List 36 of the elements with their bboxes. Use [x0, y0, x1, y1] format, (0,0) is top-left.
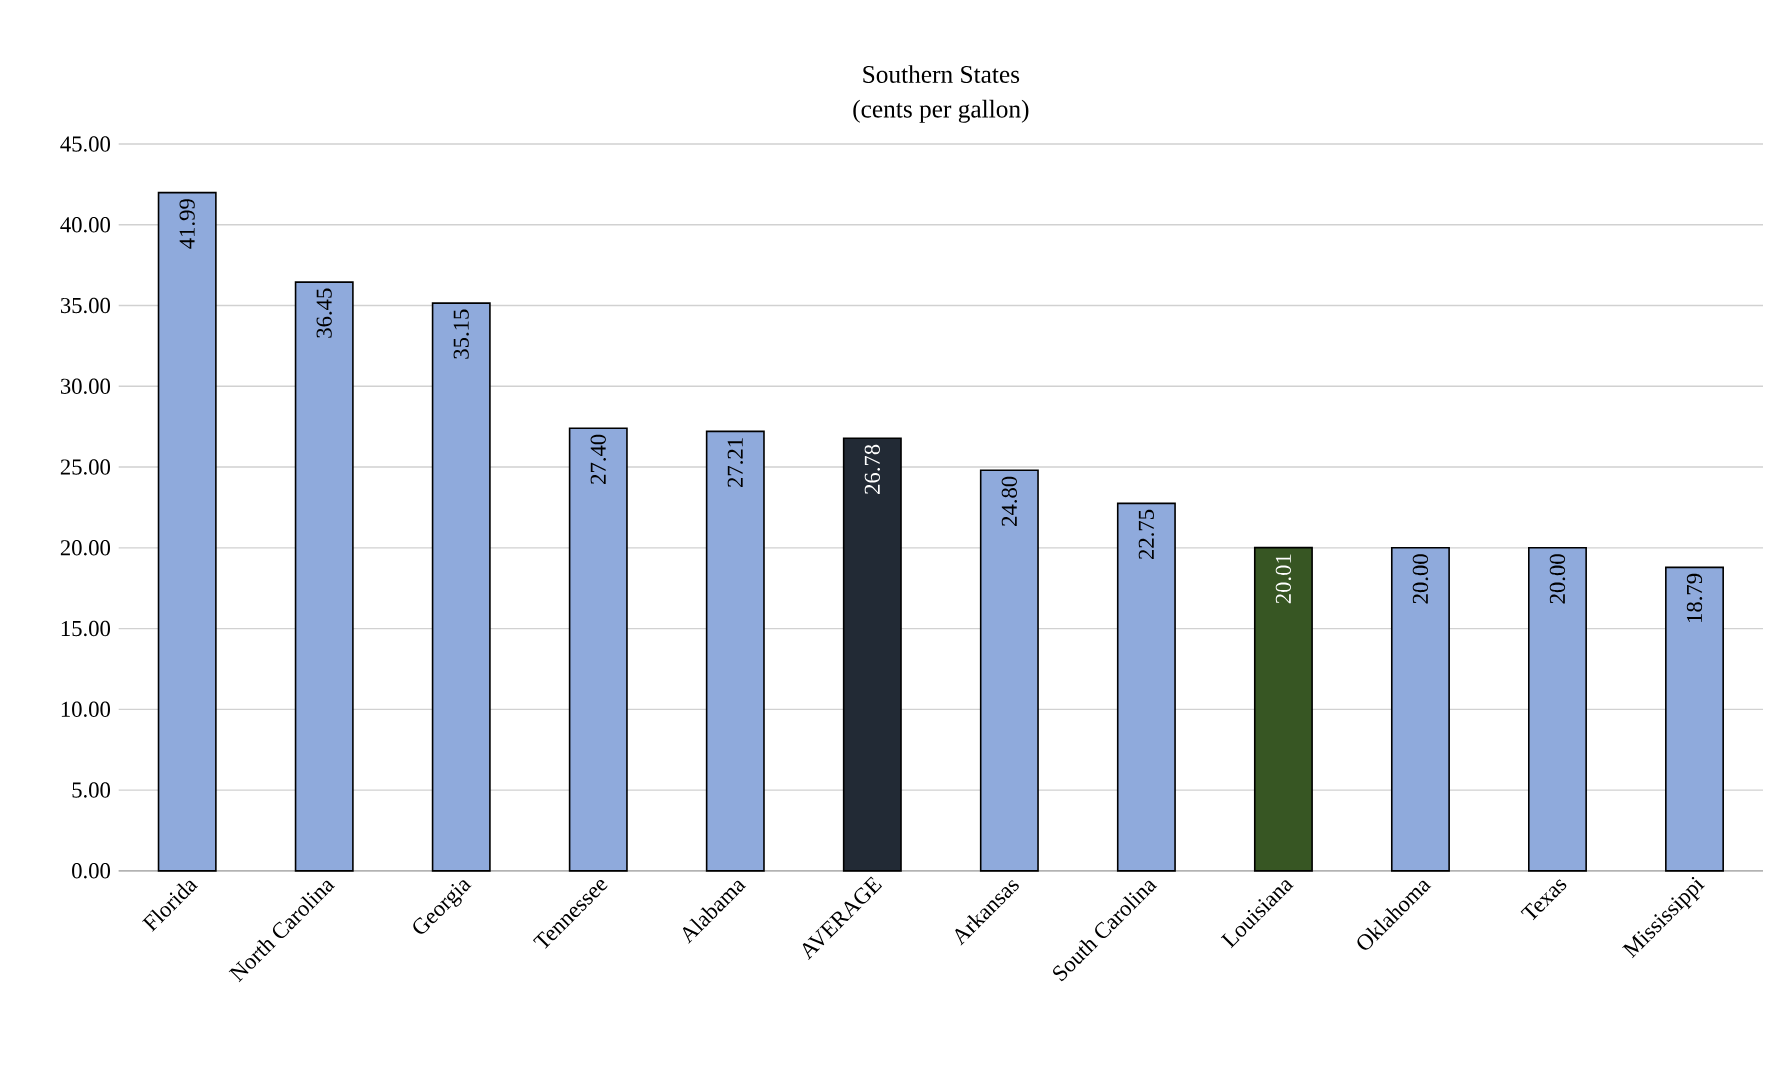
data-label: 20.01 — [1275, 554, 1292, 604]
bar — [157, 192, 217, 872]
data-label: 26.78 — [864, 444, 881, 495]
chart-title: Southern States — [863, 65, 1020, 84]
bar — [842, 437, 902, 872]
y-tick-label: 45.00 — [60, 136, 111, 152]
bar — [431, 302, 491, 872]
data-label: 36.45 — [316, 288, 332, 338]
y-tick-label: 35.00 — [60, 298, 111, 314]
data-label: 18.79 — [1686, 574, 1703, 623]
bar — [294, 281, 354, 872]
y-tick-label: 20.00 — [60, 540, 111, 556]
data-label: 41.99 — [179, 199, 195, 250]
data-label: 27.21 — [727, 438, 743, 488]
bar — [1665, 566, 1724, 872]
bar — [1116, 502, 1176, 872]
bar — [1390, 547, 1450, 872]
data-label: 22.75 — [1138, 510, 1155, 560]
data-label: 24.80 — [1001, 476, 1018, 527]
y-tick-label: 5.00 — [72, 782, 111, 798]
bar — [705, 430, 765, 872]
y-tick-label: 40.00 — [60, 217, 111, 233]
y-tick-label: 25.00 — [60, 459, 111, 475]
y-tick-label: 0.00 — [72, 863, 111, 879]
bar — [1528, 547, 1587, 872]
y-tick-label: 15.00 — [61, 621, 111, 637]
bar — [1253, 547, 1313, 872]
y-tick-label: 10.00 — [61, 701, 111, 718]
bar — [979, 469, 1039, 872]
chart-subtitle: (cents per gallon) — [853, 100, 1029, 124]
data-label: 27.40 — [590, 434, 606, 485]
data-label: 20.00 — [1412, 554, 1429, 604]
data-label: 35.15 — [453, 309, 469, 359]
data-label: 20.00 — [1549, 554, 1566, 604]
y-tick-label: 30.00 — [60, 378, 111, 395]
bar — [568, 427, 628, 872]
